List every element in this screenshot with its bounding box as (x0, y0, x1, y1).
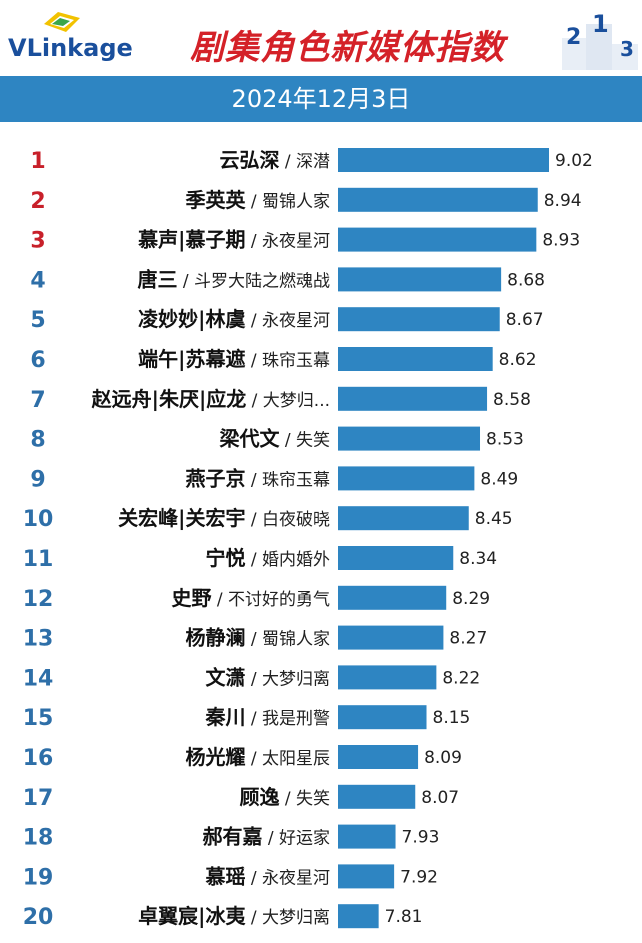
value-label: 8.94 (544, 191, 582, 211)
value-label: 7.81 (385, 907, 423, 927)
bar (338, 187, 538, 212)
rank-label: 6 (30, 348, 45, 373)
category-label: 赵远舟|朱厌|应龙 / 大梦归... (91, 387, 330, 411)
bar (338, 267, 502, 292)
category-label: 唐三 / 斗罗大陆之燃魂战 (137, 267, 330, 291)
category-label: 杨光耀 / 太阳星辰 (185, 745, 330, 769)
value-label: 8.07 (421, 788, 459, 808)
category-label: 卓翼宸|冰夷 / 大梦归离 (138, 904, 330, 928)
category-label: 郝有嘉 / 好运家 (202, 825, 330, 849)
bar (338, 585, 447, 610)
podium-label-2: 2 (566, 25, 581, 50)
value-label: 8.68 (507, 270, 545, 290)
value-label: 8.49 (480, 469, 518, 489)
rank-label: 15 (23, 706, 54, 731)
value-label: 8.53 (486, 430, 524, 450)
category-label: 燕子京 / 珠帘玉幕 (185, 466, 330, 490)
value-label: 8.45 (475, 509, 513, 529)
category-label: 杨静澜 / 蜀锦人家 (185, 626, 330, 650)
category-label: 慕瑶 / 永夜星河 (205, 864, 330, 888)
rank-label: 19 (23, 865, 54, 890)
bar (338, 386, 488, 411)
value-label: 8.34 (459, 549, 497, 569)
category-label: 季英英 / 蜀锦人家 (184, 188, 330, 212)
category-label: 史野 / 不讨好的勇气 (171, 586, 330, 610)
date-label: 2024年12月3日 (231, 85, 411, 113)
bar (338, 506, 469, 531)
podium-label-1: 1 (592, 10, 609, 38)
category-label: 云弘深 / 深潜 (219, 148, 330, 172)
bar (338, 864, 395, 889)
brand-logo-text: VLinkage (8, 34, 133, 62)
rank-label: 20 (23, 905, 54, 930)
bar (338, 705, 427, 730)
rank-label: 5 (30, 308, 45, 333)
value-label: 8.15 (433, 708, 471, 728)
rank-label: 12 (23, 587, 54, 612)
rank-label: 17 (23, 786, 54, 811)
category-label: 端午|苏幕遮 / 珠帘玉幕 (138, 347, 330, 371)
rank-label: 16 (23, 746, 54, 771)
value-label: 8.58 (493, 390, 531, 410)
value-label: 7.93 (402, 828, 440, 848)
category-label: 顾逸 / 失笑 (239, 785, 330, 809)
bar (338, 426, 481, 451)
bar (338, 824, 396, 849)
date-banner (0, 76, 642, 122)
rank-label: 10 (23, 507, 54, 532)
bar (338, 625, 444, 650)
value-label: 7.92 (400, 867, 438, 887)
value-label: 8.62 (499, 350, 537, 370)
category-label: 凌妙妙|林虞 / 永夜星河 (138, 307, 330, 331)
bar (338, 347, 493, 371)
page-title: 剧集角色新媒体指数 (190, 28, 505, 68)
value-label: 8.67 (506, 310, 544, 330)
rank-label: 4 (30, 268, 45, 293)
bar (338, 665, 437, 690)
rank-label: 14 (23, 666, 54, 691)
bar (338, 307, 500, 332)
bar (338, 546, 454, 570)
category-label: 关宏峰|关宏宇 / 白夜破晓 (118, 506, 330, 530)
rank-label: 2 (30, 189, 45, 214)
rank-label: 3 (30, 229, 45, 254)
podium-icon: 2 1 3 (562, 10, 638, 70)
rank-label: 18 (23, 826, 54, 851)
bar (338, 466, 475, 491)
category-label: 宁悦 / 婚内婚外 (205, 546, 330, 570)
category-label: 秦川 / 我是刑警 (204, 705, 330, 729)
value-label: 8.27 (449, 629, 487, 649)
category-label: 文潇 / 大梦归离 (205, 665, 330, 689)
value-label: 9.02 (555, 151, 593, 171)
value-label: 8.29 (452, 589, 490, 609)
bar (338, 745, 419, 769)
rank-label: 8 (30, 428, 45, 453)
vlinkage-logo-icon (44, 12, 80, 32)
rank-label: 1 (30, 149, 45, 174)
category-label: 梁代文 / 失笑 (218, 427, 330, 451)
rank-label: 9 (30, 467, 45, 492)
value-label: 8.93 (542, 231, 580, 251)
rank-label: 11 (23, 547, 54, 572)
bar (338, 904, 379, 929)
bar (338, 227, 537, 252)
value-label: 8.09 (424, 748, 462, 768)
podium-label-3: 3 (620, 37, 634, 61)
rank-label: 13 (23, 627, 54, 652)
rank-label: 7 (30, 388, 45, 413)
category-label: 慕声|慕子期 / 永夜星河 (138, 228, 330, 252)
bar (338, 784, 416, 809)
bar (338, 148, 549, 172)
value-label: 8.22 (442, 668, 480, 688)
header: VLinkage 剧集角色新媒体指数 2 1 3 (0, 0, 642, 74)
